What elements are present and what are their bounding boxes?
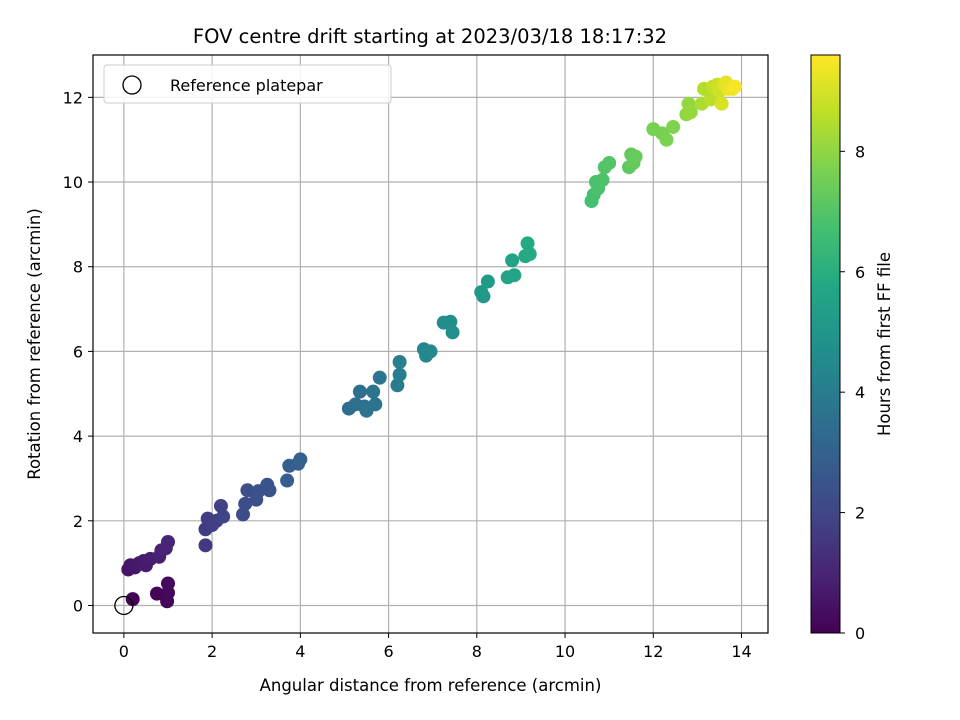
data-point [392,354,407,369]
data-point [161,576,175,591]
plot-frame [92,54,769,634]
data-point [390,378,405,393]
x-tick-label: 4 [295,642,305,661]
x-axis-label: Angular distance from reference (arcmin) [260,676,602,695]
data-point [714,96,729,111]
data-point [703,92,718,107]
y-axis-label: Rotation from reference (arcmin) [25,208,44,480]
chart-title: FOV centre drift starting at 2023/03/18 … [193,25,667,48]
reference-point [114,595,134,616]
colorbar-tick-label: 6 [855,263,865,282]
data-point [149,586,164,601]
data-point [727,79,742,94]
data-point [520,236,535,251]
legend-label: Reference platepar [170,76,323,95]
data-point [125,592,140,607]
reference-marker [114,595,134,616]
colorbar-tick-label: 0 [855,624,865,643]
data-point [480,274,495,289]
y-tick-label: 0 [73,596,83,615]
y-tick-label: 12 [63,88,83,107]
y-tick-label: 8 [73,258,83,277]
x-tick-label: 6 [383,642,393,661]
colorbar-tick-label: 2 [855,504,865,523]
data-point [522,247,537,262]
data-point [476,289,491,304]
data-point [262,483,277,498]
x-tick-label: 10 [555,642,575,661]
colorbar-tick-label: 4 [855,383,865,402]
data-point [595,172,610,187]
legend-marker-icon [122,75,142,95]
data-points [121,75,742,609]
colorbar: 0 2 4 6 8 Hours from first FF file [810,54,894,643]
data-point [423,344,438,359]
data-point [240,483,255,498]
data-point [352,384,367,399]
data-point [659,132,674,147]
legend-box [103,64,392,104]
data-point [628,149,643,164]
data-point [445,325,460,340]
data-point [666,119,681,134]
x-tick-label: 12 [643,642,663,661]
y-tick-label: 6 [73,342,83,361]
data-point [198,538,213,553]
colorbar-label: Hours from first FF file [875,252,894,436]
grid-lines [93,55,768,633]
y-tick-label: 4 [73,427,83,446]
x-tick-label: 8 [472,642,482,661]
data-point [236,507,250,522]
x-tick-label: 2 [207,642,217,661]
colorbar-gradient [810,54,841,634]
data-point [161,534,175,549]
y-tick-label: 2 [73,512,83,531]
x-tick-label: 0 [119,642,129,661]
data-point [507,268,522,283]
data-point [213,498,228,513]
data-point [238,496,253,511]
data-point [280,473,295,488]
colorbar-tick-label: 8 [855,142,865,161]
x-tick-label: 14 [731,642,751,661]
data-point [443,314,458,329]
y-tick-label: 10 [63,173,83,192]
data-point [366,384,381,399]
data-point [392,367,407,382]
data-point [368,397,383,412]
data-point [602,155,617,170]
colorbar-ticks: 0 2 4 6 8 [840,142,865,643]
data-point [505,253,520,268]
data-point [372,370,387,385]
data-point [293,452,308,467]
y-axis-ticks: 0 2 4 6 8 10 12 [63,88,93,615]
legend: Reference platepar [103,64,392,104]
x-axis-ticks: 0 2 4 6 8 10 12 14 [119,633,752,661]
data-point [683,105,698,120]
data-point [216,509,231,524]
